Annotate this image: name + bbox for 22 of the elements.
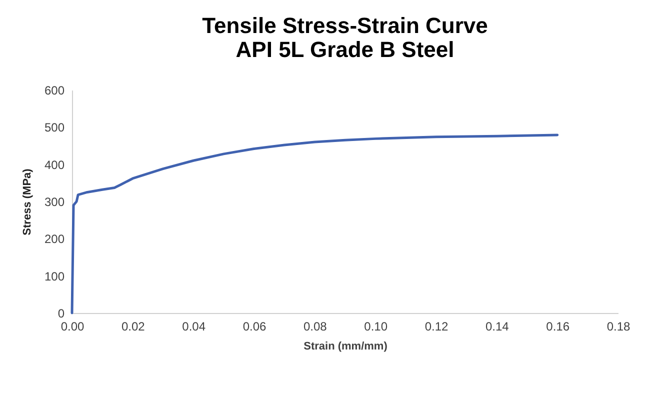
x-tick-label: 0.06 (242, 320, 266, 334)
y-tick-label: 100 (44, 269, 65, 284)
text: Tensile Stress-Strain Curve (202, 13, 488, 38)
x-tick-label: 0.16 (546, 320, 570, 334)
y-axis-title: Stress (MPa) (21, 168, 34, 236)
x-axis-title: Strain (mm/mm) (304, 340, 388, 352)
x-tick-label: 0.04 (182, 320, 206, 334)
line-series (70, 134, 559, 314)
x-tick-label: 0.08 (303, 320, 328, 334)
x-tick-label: 0.14 (485, 320, 510, 334)
y-tick-label: 0 (58, 306, 65, 320)
y-tick-label: 600 (44, 84, 65, 98)
x-tick-label: 0.02 (121, 320, 146, 334)
x-tick-label: 0.18 (606, 320, 630, 334)
y-tick-label: 500 (44, 120, 65, 135)
x-tick-label: 0.10 (364, 320, 388, 334)
x-tick-label: 0.12 (424, 320, 448, 334)
x-tick-label: 0.00 (60, 320, 84, 334)
y-tick-label: 400 (44, 158, 65, 172)
y-tick-label: 300 (44, 195, 65, 209)
text: API 5L Grade B Steel (236, 37, 454, 62)
y-tick-label: 200 (44, 232, 65, 246)
